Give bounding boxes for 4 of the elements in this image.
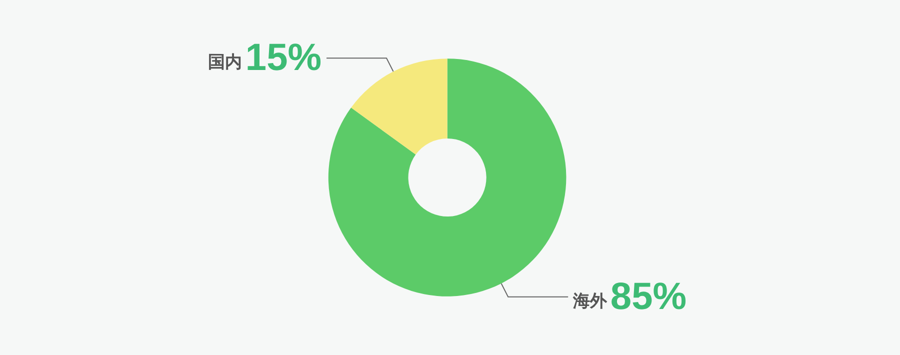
data-label: 15%	[245, 37, 322, 80]
slice-label: 海外	[572, 291, 608, 312]
slice-label: 国内	[208, 52, 242, 73]
data-label: 85%	[610, 276, 686, 318]
